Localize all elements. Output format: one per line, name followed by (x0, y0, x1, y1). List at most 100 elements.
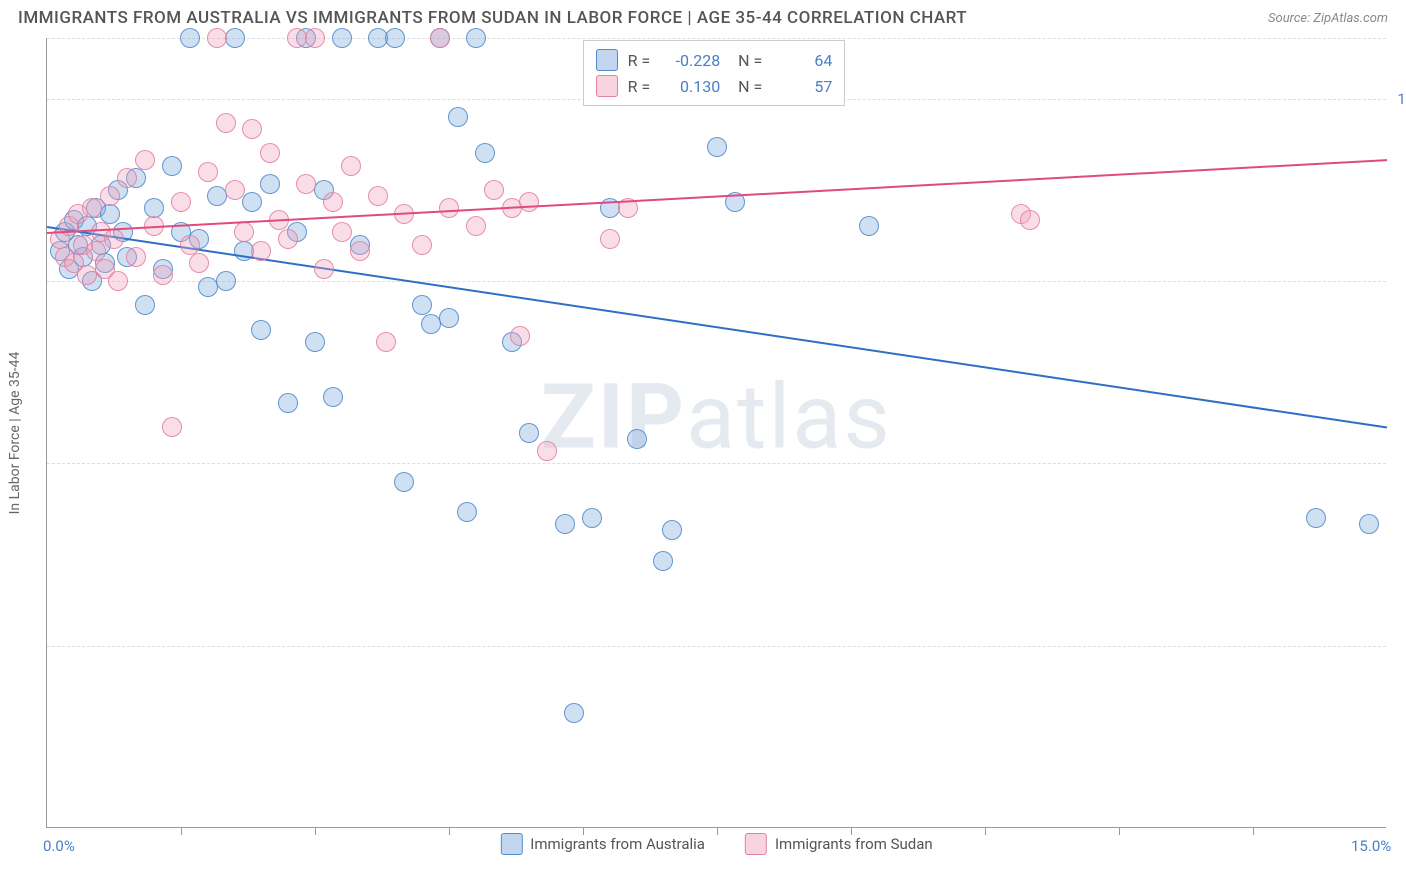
data-point (189, 253, 209, 273)
data-point (305, 28, 325, 48)
data-point (1359, 514, 1379, 534)
x-tick (181, 827, 182, 835)
legend-item: Immigrants from Australia (500, 833, 705, 855)
data-point (296, 174, 316, 194)
data-point (242, 119, 262, 139)
data-point (859, 216, 879, 236)
data-point (135, 295, 155, 315)
data-point (582, 508, 602, 528)
data-point (108, 271, 128, 291)
data-point (519, 423, 539, 443)
gridline (47, 38, 1386, 39)
data-point (537, 441, 557, 461)
x-tick (315, 827, 316, 835)
data-point (564, 703, 584, 723)
x-tick (449, 827, 450, 835)
trend-line (47, 226, 1387, 429)
data-point (484, 180, 504, 200)
data-point (216, 271, 236, 291)
bottom-legend: Immigrants from Australia Immigrants from… (500, 833, 932, 855)
data-point (117, 168, 137, 188)
data-point (180, 235, 200, 255)
data-point (350, 241, 370, 261)
stat-n-label: N = (730, 51, 762, 70)
data-point (278, 393, 298, 413)
data-point (100, 204, 120, 224)
data-point (234, 222, 254, 242)
data-point (216, 113, 236, 133)
data-point (251, 241, 271, 261)
data-point (412, 295, 432, 315)
data-point (600, 229, 620, 249)
legend-stats: R = -0.228 N = 64 R = 0.130 N = 57 (583, 40, 846, 106)
data-point (555, 514, 575, 534)
data-point (225, 180, 245, 200)
gridline (47, 281, 1386, 282)
legend-label: Immigrants from Australia (530, 835, 705, 853)
data-point (519, 192, 539, 212)
data-point (457, 502, 477, 522)
data-point (135, 150, 155, 170)
data-point (412, 235, 432, 255)
stat-r-value: -0.228 (660, 51, 720, 70)
stat-r-value: 0.130 (660, 77, 720, 96)
gridline (47, 463, 1386, 464)
data-point (430, 28, 450, 48)
data-point (510, 326, 530, 346)
data-point (376, 332, 396, 352)
data-point (180, 28, 200, 48)
data-point (448, 107, 468, 127)
data-point (198, 162, 218, 182)
x-tick (1253, 827, 1254, 835)
data-point (207, 28, 227, 48)
y-tick-label: 100.0% (1397, 90, 1406, 108)
data-point (153, 265, 173, 285)
plot-area: ZIPatlas In Labor Force | Age 35-44 55.0… (46, 38, 1386, 828)
y-axis-label: In Labor Force | Age 35-44 (7, 351, 23, 514)
data-point (368, 186, 388, 206)
data-point (260, 174, 280, 194)
stat-n-label: N = (730, 77, 762, 96)
data-point (627, 429, 647, 449)
gridline (47, 646, 1386, 647)
data-point (100, 186, 120, 206)
data-point (225, 28, 245, 48)
data-point (82, 198, 102, 218)
stat-r-label: R = (628, 77, 651, 96)
data-point (242, 192, 262, 212)
stat-r-label: R = (628, 51, 651, 70)
x-tick (1119, 827, 1120, 835)
x-tick-label: 15.0% (1351, 837, 1391, 855)
stat-n-value: 57 (772, 77, 832, 96)
data-point (171, 192, 191, 212)
legend-swatch (745, 833, 767, 855)
legend-swatch (500, 833, 522, 855)
data-point (162, 417, 182, 437)
data-point (251, 320, 271, 340)
data-point (466, 216, 486, 236)
data-point (260, 143, 280, 163)
data-point (144, 198, 164, 218)
data-point (323, 192, 343, 212)
data-point (305, 332, 325, 352)
legend-row: R = 0.130 N = 57 (596, 73, 833, 99)
data-point (662, 520, 682, 540)
data-point (653, 551, 673, 571)
watermark: ZIPatlas (541, 364, 892, 469)
data-point (394, 472, 414, 492)
data-point (332, 28, 352, 48)
data-point (314, 259, 334, 279)
data-point (162, 156, 182, 176)
data-point (707, 137, 727, 157)
legend-row: R = -0.228 N = 64 (596, 47, 833, 73)
x-tick-label: 0.0% (43, 837, 75, 855)
data-point (341, 156, 361, 176)
x-tick (985, 827, 986, 835)
chart-container: ZIPatlas In Labor Force | Age 35-44 55.0… (46, 38, 1386, 858)
legend-item: Immigrants from Sudan (745, 833, 933, 855)
stat-n-value: 64 (772, 51, 832, 70)
legend-swatch (596, 49, 618, 71)
data-point (332, 222, 352, 242)
legend-swatch (596, 75, 618, 97)
data-point (278, 229, 298, 249)
